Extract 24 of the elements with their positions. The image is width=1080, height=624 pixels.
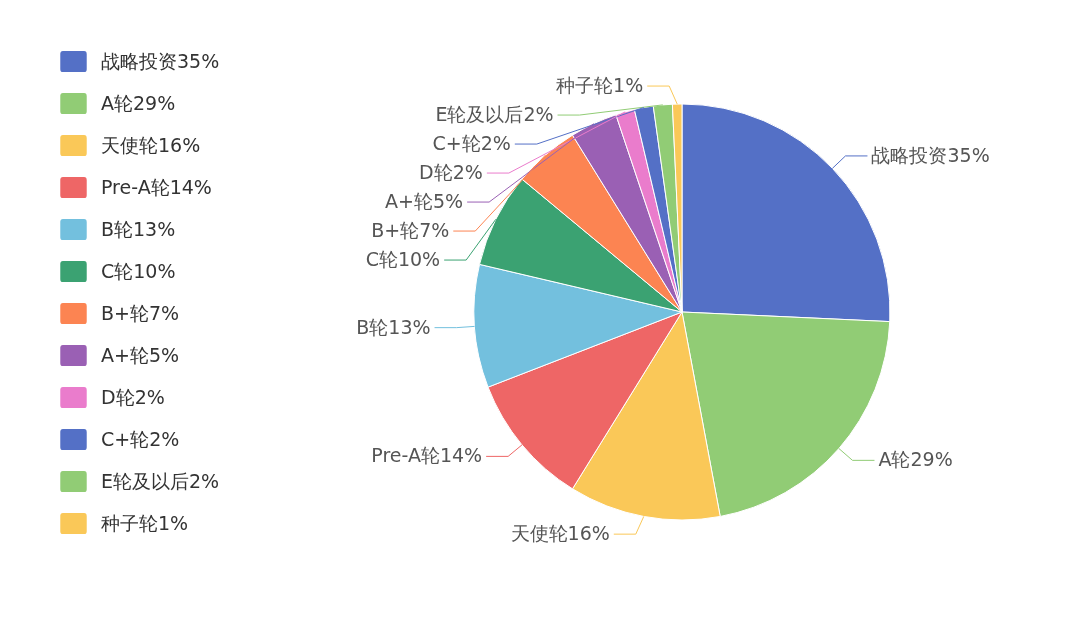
legend-label: A+轮5% [101, 343, 180, 366]
slice-label: A+轮5% [385, 190, 464, 213]
slice-label: C+轮2% [432, 132, 511, 155]
legend-label: 种子轮1% [101, 511, 189, 534]
legend-label: 天使轮16% [101, 133, 201, 156]
legend-label: Pre-A轮14% [101, 175, 212, 198]
legend-label: E轮及以后2% [101, 469, 220, 492]
slice-label: B轮13% [356, 315, 431, 338]
slice-label: C轮10% [365, 248, 441, 271]
slice-label: 战略投资35% [871, 143, 990, 166]
slice-label: 种子轮1% [556, 74, 644, 97]
legend-label: 战略投资35% [101, 49, 220, 72]
legend-label: D轮2% [101, 385, 165, 408]
slice-label: A轮29% [878, 448, 953, 471]
slice-label: D轮2% [419, 161, 483, 184]
legend-label: B轮13% [101, 217, 176, 240]
legend-label: A轮29% [101, 91, 176, 114]
slice-label: 天使轮16% [510, 522, 610, 545]
slice-label: B+轮7% [371, 219, 450, 242]
slice-label: Pre-A轮14% [371, 444, 483, 467]
legend-label: C+轮2% [101, 427, 180, 450]
legend-label: B+轮7% [101, 301, 180, 324]
legend-label: C轮10% [101, 259, 176, 282]
slice-label: E轮及以后2% [435, 103, 554, 126]
